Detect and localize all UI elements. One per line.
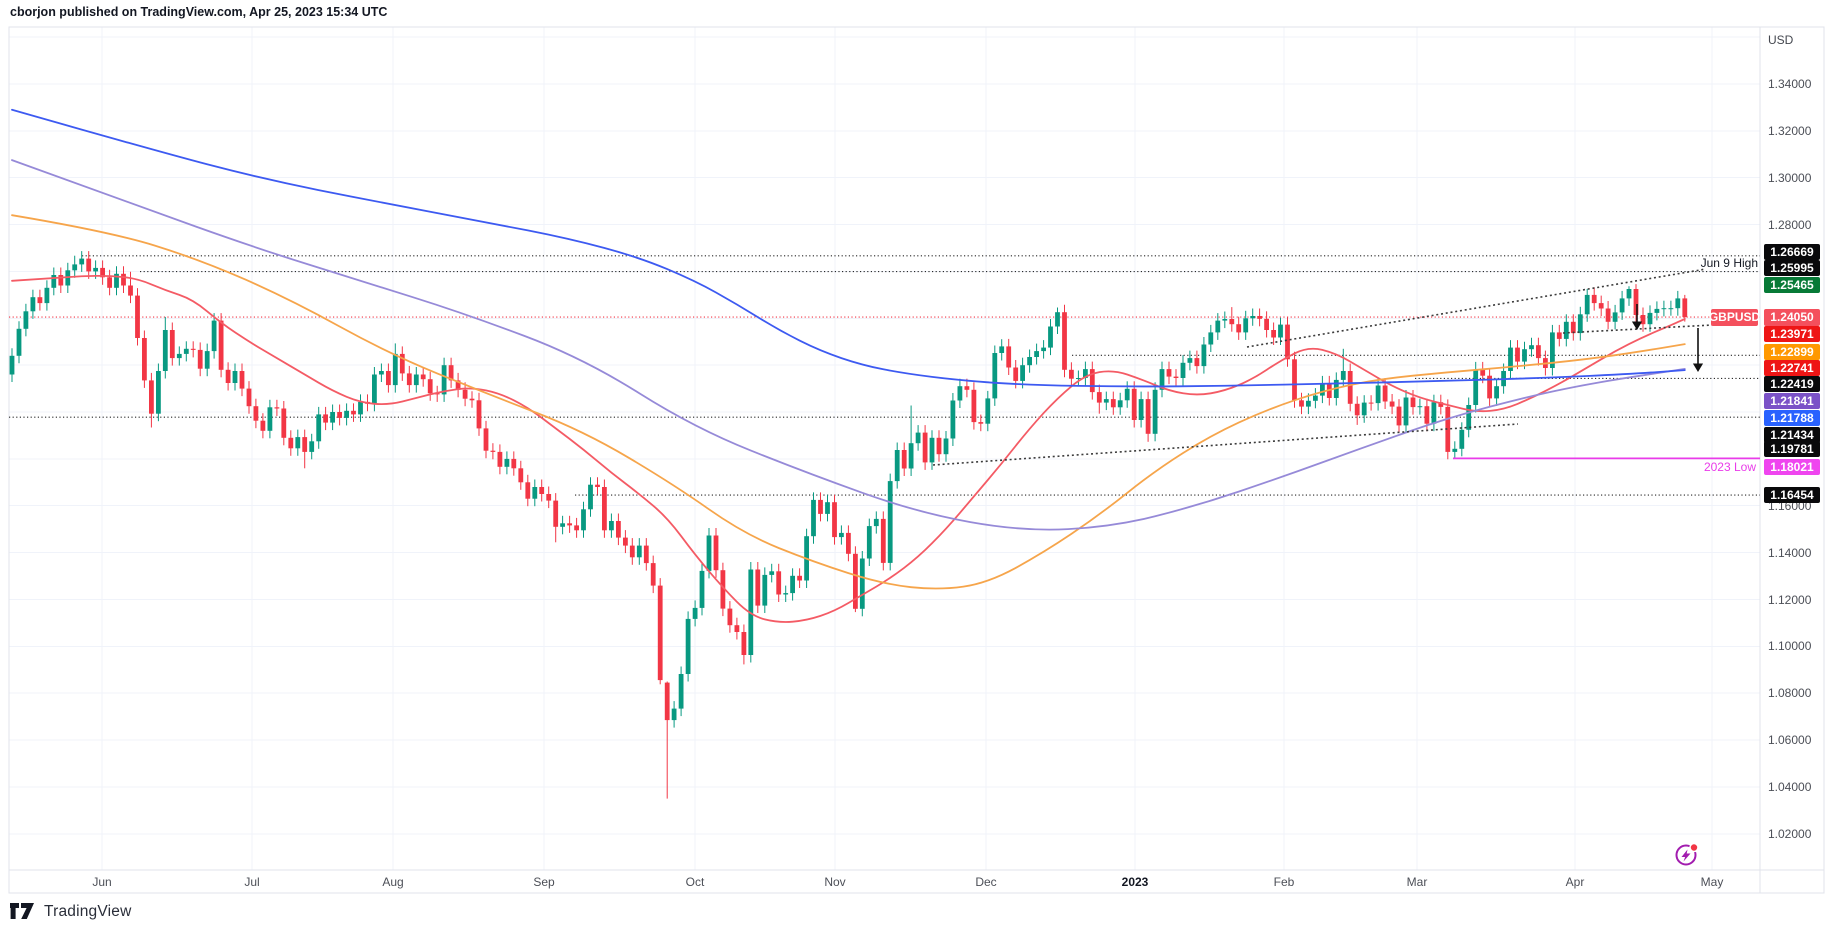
ma-line-sma-50 — [11, 214, 1686, 590]
price-badge: 1.25465 — [1764, 277, 1820, 293]
x-axis-label: Dec — [975, 875, 997, 889]
projection-arrows — [1631, 304, 1704, 372]
y-axis-tick: 1.34000 — [1768, 77, 1812, 91]
x-axis-label: Nov — [824, 875, 846, 889]
price-badge: 1.21434 — [1764, 427, 1820, 443]
attribution-text: cborjon published on TradingView.com, Ap… — [10, 5, 388, 19]
price-badge: 1.16454 — [1764, 487, 1820, 503]
price-badge: 1.19781 — [1764, 441, 1820, 457]
x-axis-label: Feb — [1273, 875, 1295, 889]
y-axis-tick: 1.32000 — [1768, 123, 1812, 138]
price-badge: 1.18021 — [1764, 459, 1820, 475]
price-badge: 1.21788 — [1764, 410, 1820, 426]
ma-line-sma-20 — [11, 274, 1686, 623]
price-badge: 1.21841 — [1764, 393, 1820, 409]
x-axis-label: 2023 — [1121, 875, 1149, 889]
x-axis-label: Sep — [533, 875, 555, 889]
ma-line-sma-100 — [11, 159, 1686, 531]
y-axis-tick: 1.30000 — [1768, 170, 1812, 185]
x-axis-label: Aug — [382, 875, 404, 889]
x-axis-label: Oct — [685, 875, 705, 889]
candlestick-series — [9, 251, 1688, 799]
current-price-badge: 1.24050 — [1764, 308, 1820, 326]
x-axis-label: Jun — [92, 875, 112, 889]
y-axis-tick: 1.04000 — [1768, 779, 1812, 794]
y-axis-tick: 1.14000 — [1768, 545, 1812, 560]
tradingview-footer[interactable]: TradingView — [9, 902, 132, 921]
tradingview-logo-text: TradingView — [44, 902, 132, 920]
publish-lightning-icon[interactable] — [1672, 840, 1702, 870]
y-axis-tick: 1.08000 — [1768, 686, 1812, 701]
price-badge: 1.26669 — [1764, 244, 1820, 260]
2023-low-annotation: 2023 Low — [1703, 460, 1756, 474]
gridlines — [9, 27, 1760, 870]
jun9-high-annotation: Jun 9 High — [1700, 256, 1758, 270]
price-badge: 1.22899 — [1764, 344, 1820, 360]
trendlines — [932, 268, 1713, 466]
y-axis-tick: 1.02000 — [1768, 826, 1812, 841]
x-axis-label: May — [1700, 875, 1724, 889]
ma-line-sma-200 — [11, 108, 1686, 388]
y-axis-tick: 1.28000 — [1768, 217, 1812, 232]
price-badge: 1.22741 — [1764, 360, 1820, 376]
y-axis-tick: 1.10000 — [1768, 639, 1812, 654]
x-axis-label: Apr — [1565, 875, 1585, 889]
y-axis-tick: 1.06000 — [1768, 733, 1812, 747]
price-badge: 1.25995 — [1764, 260, 1820, 276]
price-axis-currency-label: USD — [1768, 33, 1794, 47]
plot-frame — [8, 26, 1825, 894]
tradingview-logo-icon — [10, 903, 34, 919]
y-axis-tick: 1.12000 — [1768, 592, 1812, 607]
symbol-badge: GBPUSD — [1708, 308, 1761, 326]
price-badge: 1.23971 — [1764, 326, 1820, 342]
x-axis-label: Mar — [1406, 875, 1428, 889]
x-axis-label: Jul — [244, 875, 260, 889]
price-badge: 1.22419 — [1764, 376, 1820, 392]
